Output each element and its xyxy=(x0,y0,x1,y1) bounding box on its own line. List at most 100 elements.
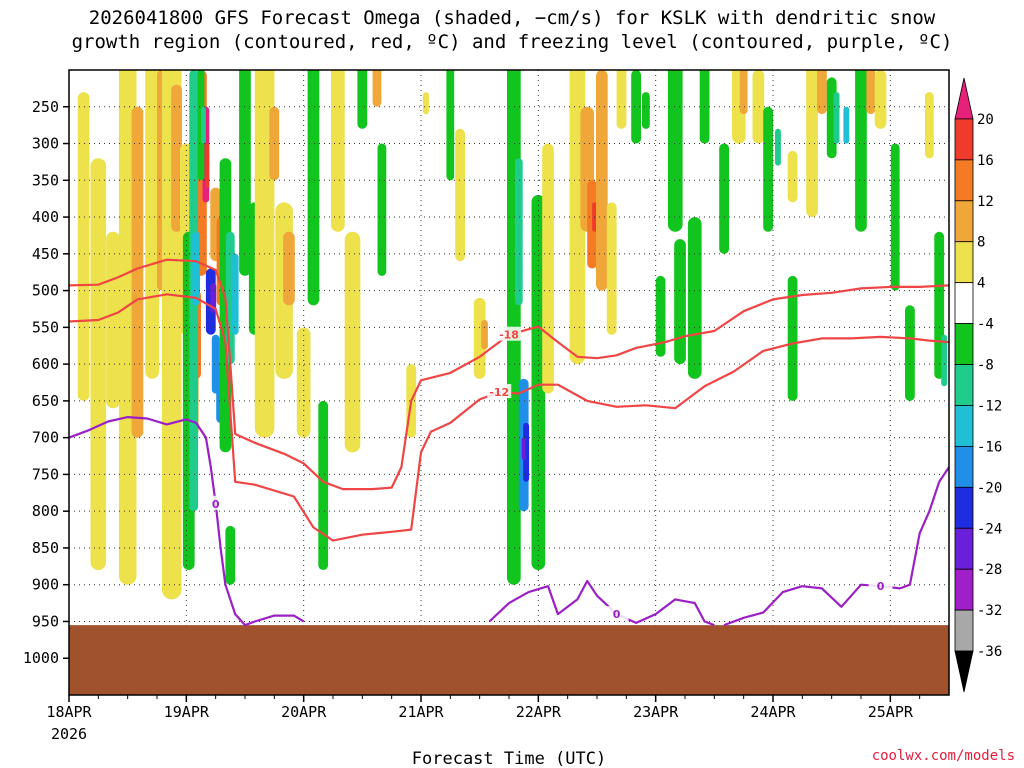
omega-shade-cell xyxy=(455,128,465,262)
omega-shade-cell xyxy=(106,231,120,409)
omega-shade-cell xyxy=(225,525,236,585)
y-tick-label: 800 xyxy=(32,502,59,520)
contour-label-bg xyxy=(868,578,893,593)
contours: -18 -12 0 0 0 xyxy=(69,258,949,627)
colorbar-tick-label: -4 xyxy=(977,317,994,333)
colorbar-segment xyxy=(954,323,974,365)
contour-label: -18 xyxy=(499,329,519,342)
omega-shade-cell xyxy=(531,195,546,570)
contour-label-bg xyxy=(604,606,629,621)
x-tick-label: 25APR xyxy=(868,703,914,721)
omega-shade-cell xyxy=(90,158,107,570)
omega-shade-cell xyxy=(606,202,617,335)
colorbar-tick-label: -20 xyxy=(977,480,1002,496)
colorbar-tick-label: 20 xyxy=(977,112,994,128)
omega-shade-cell xyxy=(719,143,729,254)
omega-shading xyxy=(77,70,948,600)
colorbar-tick-label: 4 xyxy=(977,276,985,292)
x-tick-label: 20APR xyxy=(281,703,327,721)
x-tick-label: 23APR xyxy=(633,703,679,721)
contour-label: -12 xyxy=(489,386,509,399)
omega-shade-cell xyxy=(77,92,90,401)
colorbar-tick-label: -8 xyxy=(977,358,994,374)
colorbar-segment xyxy=(954,609,974,652)
colorbar-tick-label: -16 xyxy=(977,439,1002,455)
omega-shade-cell xyxy=(145,70,159,379)
omega-shade-cell xyxy=(192,231,200,306)
omega-shade-cell xyxy=(775,128,781,166)
omega-shade-cell xyxy=(787,275,798,401)
omega-shade-cell xyxy=(890,143,900,291)
omega-shade-cell xyxy=(687,217,702,379)
omega-shade-cell xyxy=(331,70,345,232)
omega-shade-cell xyxy=(514,158,523,306)
omega-shade-cell xyxy=(205,143,210,188)
y-tick-label: 550 xyxy=(32,318,59,336)
y-tick-label: 1000 xyxy=(23,649,59,667)
x-axis: 18APR 19APR 20APR 21APR 22APR 23APR 24APR 25APR xyxy=(46,695,921,721)
omega-shade-cell xyxy=(739,70,748,115)
omega-shade-cell xyxy=(806,70,818,217)
contour-label-bg xyxy=(497,326,521,341)
colorbar-tick-label: -24 xyxy=(977,521,1002,537)
contour-label: 0 xyxy=(613,608,621,621)
y-tick-label: 350 xyxy=(32,171,59,189)
omega-shade-cell xyxy=(197,70,205,181)
y-tick-label: 600 xyxy=(32,355,59,373)
colorbar-tick-label: 8 xyxy=(977,235,985,251)
colorbar-segment xyxy=(954,282,974,324)
colorbar-top-arrow xyxy=(954,77,974,120)
colorbar-segment xyxy=(954,405,974,447)
omega-shade-cell xyxy=(307,70,320,306)
y-tick-label: 300 xyxy=(32,135,59,153)
omega-shade-cell xyxy=(833,92,840,144)
contour-line xyxy=(723,466,949,627)
omega-shade-cell xyxy=(201,106,206,144)
y-tick-label: 950 xyxy=(32,612,59,630)
contour-line xyxy=(488,579,715,627)
omega-shade-cell xyxy=(357,70,368,129)
omega-shade-cell xyxy=(231,253,239,335)
contour-line xyxy=(69,416,305,627)
colorbar-segment xyxy=(954,241,974,284)
y-tick-label: 850 xyxy=(32,539,59,557)
x-tick-label: 19APR xyxy=(164,703,210,721)
y-axis: 250 300 350 400 450 500 550 600 650 700 750 800 850 9… xyxy=(23,98,69,667)
x-axis-label: Forecast Time (UTC) xyxy=(412,749,606,768)
chart-title-line-2: growth region (contoured, red, ºC) and f… xyxy=(72,31,953,53)
x-tick-label: 24APR xyxy=(750,703,796,721)
colorbar-segment xyxy=(954,118,974,161)
y-tick-label: 500 xyxy=(32,282,59,300)
omega-shade-cell xyxy=(642,92,650,129)
y-tick-label: 250 xyxy=(32,98,59,116)
surface-terrain-fill xyxy=(69,625,949,695)
omega-shade-cell xyxy=(752,70,765,144)
contour-line xyxy=(69,293,949,542)
x-tick-label: 21APR xyxy=(398,703,444,721)
omega-shade-cell xyxy=(874,70,887,129)
credit-text: coolwx.com/models xyxy=(872,748,1015,764)
omega-shade-cell xyxy=(296,327,311,438)
contour-label-bg xyxy=(487,384,512,399)
y-tick-label: 900 xyxy=(32,576,59,594)
y-tick-label: 700 xyxy=(32,429,59,447)
y-tick-label: 750 xyxy=(32,465,59,483)
y-tick-label: 650 xyxy=(32,392,59,410)
colorbar-segment xyxy=(954,200,974,243)
omega-shade-cell xyxy=(131,106,144,438)
colorbar-tick-label: 16 xyxy=(977,153,994,169)
omega-shade-cell xyxy=(542,143,554,394)
y-tick-label: 450 xyxy=(32,245,59,263)
omega-shade-cell xyxy=(763,106,773,232)
omega-shade-cell xyxy=(855,70,867,232)
omega-shade-cell xyxy=(372,70,382,107)
omega-shade-cell xyxy=(446,70,455,181)
colorbar-segment xyxy=(954,486,974,529)
colorbar-segment xyxy=(954,568,974,611)
omega-shade-cell xyxy=(239,70,251,276)
omega-shade-cell xyxy=(377,143,387,276)
colorbar-tick-label: -36 xyxy=(977,644,1002,660)
colorbar-tick-label: 12 xyxy=(977,194,994,210)
omega-shade-cell xyxy=(941,334,948,387)
x-tick-year: 2026 xyxy=(51,725,87,743)
